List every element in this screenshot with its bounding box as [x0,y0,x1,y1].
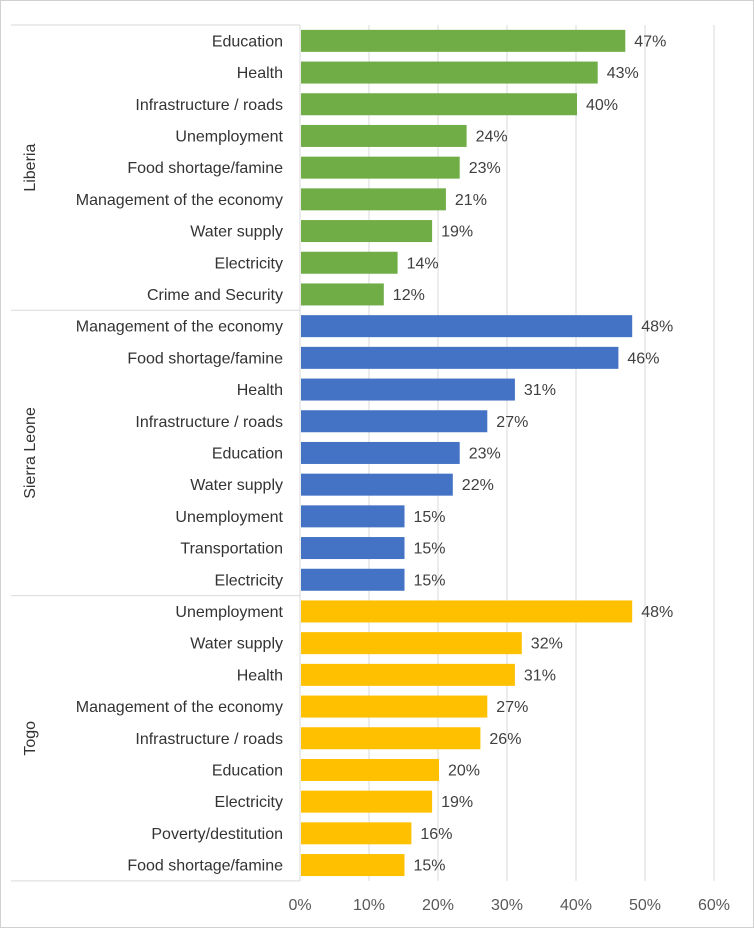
bar [301,790,433,813]
data-label: 48% [641,319,673,336]
data-label: 22% [462,477,494,494]
data-label: 15% [414,858,446,875]
category-label: Unemployment [175,604,283,621]
category-label: Water supply [190,477,283,494]
data-label: 48% [641,604,673,621]
category-label: Health [237,65,283,82]
bar [301,124,467,147]
bar [301,410,488,433]
category-label: Electricity [215,572,283,589]
bar [301,505,405,528]
bar [301,156,460,179]
bar [301,854,405,877]
bar [301,441,460,464]
data-label: 46% [627,350,659,367]
bar [301,93,577,116]
x-tick-label: 50% [629,897,661,914]
x-tick-label: 0% [288,897,311,914]
category-label: Water supply [190,224,283,241]
data-label: 40% [586,97,618,114]
bar [301,758,439,781]
category-label: Management of the economy [76,192,283,209]
category-label: Poverty/destitution [151,826,283,843]
x-tick-label: 10% [353,897,385,914]
x-tick-label: 30% [491,897,523,914]
data-label: 43% [607,65,639,82]
category-label: Food shortage/famine [127,858,283,875]
data-label: 16% [420,826,452,843]
category-label: Transportation [180,541,283,558]
x-tick-label: 40% [560,897,592,914]
category-label: Health [237,667,283,684]
category-label: Electricity [215,255,283,272]
category-label: Infrastructure / roads [135,414,283,431]
data-label: 23% [469,160,501,177]
x-tick-label: 60% [698,897,730,914]
category-label: Education [212,762,283,779]
category-label: Food shortage/famine [127,350,283,367]
data-label: 15% [414,509,446,526]
data-label: 47% [634,33,666,50]
category-label: Unemployment [175,128,283,145]
data-label: 19% [441,224,473,241]
data-label: 27% [496,414,528,431]
data-label: 27% [496,699,528,716]
x-tick-label: 20% [422,897,454,914]
category-label: Education [212,445,283,462]
data-label: 12% [393,287,425,304]
category-label: Health [237,382,283,399]
bar [301,695,488,718]
bar [301,283,384,306]
bar [301,537,405,560]
bar [301,315,633,338]
category-label: Management of the economy [76,699,283,716]
bar [301,568,405,591]
data-label: 21% [455,192,487,209]
data-label: 23% [469,445,501,462]
data-label: 15% [414,572,446,589]
bar [301,188,446,211]
bar [301,727,481,750]
bar [301,632,522,655]
data-label: 31% [524,667,556,684]
group-label: Togo [22,721,39,756]
data-label: 32% [531,636,563,653]
data-label: 15% [414,541,446,558]
data-label: 31% [524,382,556,399]
data-label: 24% [476,128,508,145]
category-label: Water supply [190,636,283,653]
category-label: Crime and Security [147,287,283,304]
category-label: Food shortage/famine [127,160,283,177]
group-label: Sierra Leone [22,407,39,499]
bar [301,378,515,401]
data-label: 20% [448,762,480,779]
category-label: Education [212,33,283,50]
bar [301,600,633,623]
category-label: Unemployment [175,509,283,526]
bar [301,473,453,496]
data-label: 26% [489,731,521,748]
data-label: 19% [441,794,473,811]
category-label: Management of the economy [76,319,283,336]
category-label: Electricity [215,794,283,811]
bar [301,663,515,686]
bar [301,346,619,369]
category-label: Infrastructure / roads [135,731,283,748]
bar [301,61,598,84]
bar [301,220,433,243]
group-label: Liberia [22,144,39,192]
category-label: Infrastructure / roads [135,97,283,114]
bar [301,251,398,274]
bar [301,29,626,52]
data-label: 14% [407,255,439,272]
bar [301,822,412,845]
